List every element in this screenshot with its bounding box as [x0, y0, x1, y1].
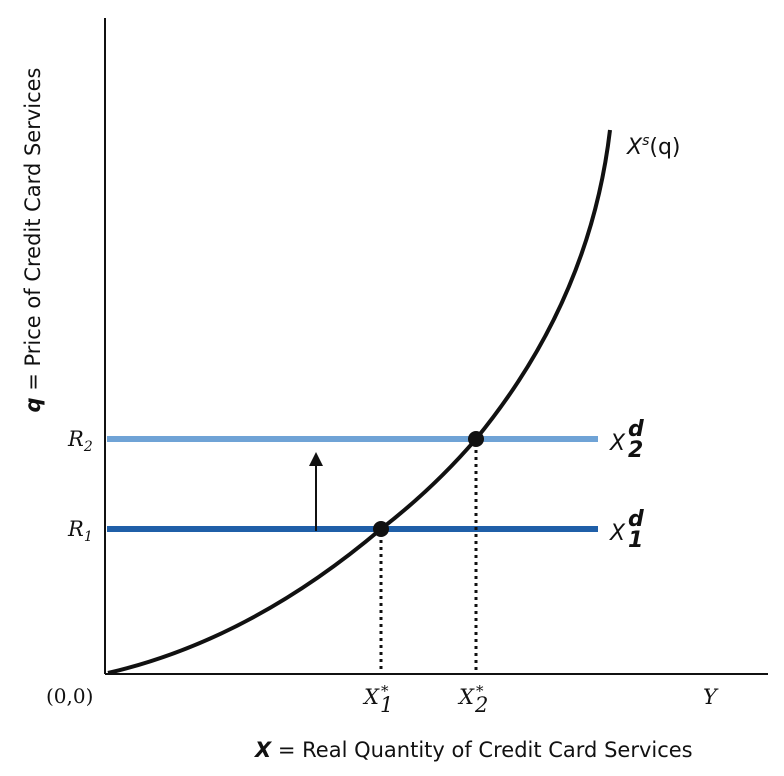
x-axis-end-label: Y	[703, 685, 719, 709]
supply-curve	[107, 129, 612, 675]
supply-curve-label: Xs(q)	[626, 133, 681, 160]
tick-label-x2-sub: 2	[474, 693, 488, 717]
tick-label-x1-star: X *	[362, 682, 389, 709]
demand-1-label-sub: 1	[628, 528, 643, 553]
demand-2-label-sub: 2	[628, 438, 643, 463]
tick-label-r2: R2	[67, 427, 93, 455]
tick-label-x1-sub: 1	[380, 693, 393, 717]
demand-1-label: X	[609, 521, 626, 546]
demand-2-label: X	[609, 431, 626, 456]
tick-label-r1: R1	[67, 517, 93, 545]
shift-arrow-head	[309, 452, 323, 466]
equilibrium-point-2	[468, 431, 484, 447]
y-axis-title: q = Price of Credit Card Services	[21, 67, 45, 413]
demand-1-label-sup: d	[628, 507, 644, 532]
equilibrium-point-1	[373, 521, 389, 537]
demand-2-label-sup: d	[628, 417, 644, 442]
origin-label: (0,0)	[46, 684, 94, 708]
tick-label-x2-star: X *	[457, 682, 484, 709]
x-axis-title: X = Real Quantity of Credit Card Service…	[255, 738, 693, 762]
